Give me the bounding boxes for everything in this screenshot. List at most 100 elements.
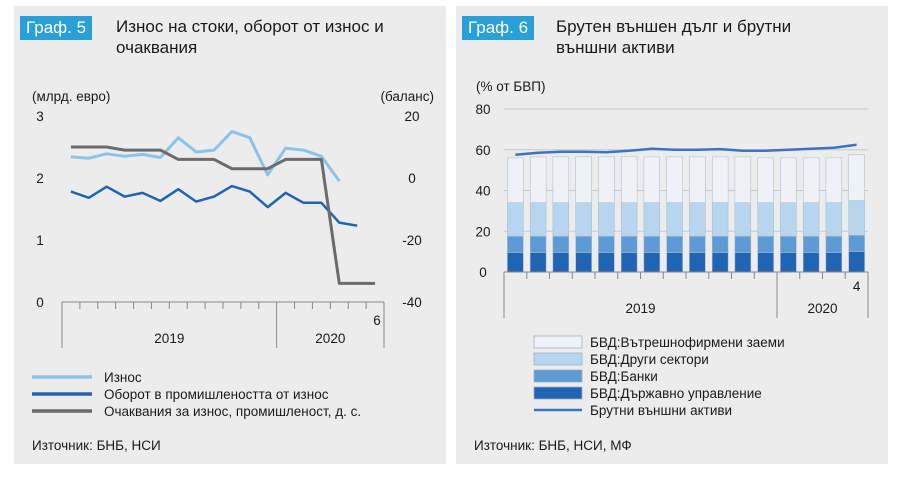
bar-segment [575,156,592,203]
chart-title: Износ на стоки, оборот от износ и очаква… [116,16,384,58]
legend-label: БВД:Вътрешнофирмени заеми [590,335,785,350]
y-tick: 60 [475,143,490,158]
bar-segment [689,202,706,237]
line-chart: (млрд. евро) (баланс) 3 2 1 0 20 0 -20 -40 2019 202… [32,89,434,419]
bar-segment [598,156,615,203]
chart-title: Брутен външен дълг и брутни външни актив… [556,16,791,58]
bar-segment [575,252,592,273]
stacked-bar-chart: (% от БВП) 80 60 40 20 0 2019 2020 4 БВД:Вътрешно… [475,79,869,418]
bar-segment [689,236,706,253]
x-label-period: 6 [373,313,381,328]
legend-label: Оборот в промишлеността от износ [104,387,329,402]
bar-segment [529,252,547,273]
bar-segment [552,156,570,203]
bar-segment [711,156,729,203]
y-tick-right: 0 [408,171,416,186]
legend-label: БВД:Държавно управление [590,386,762,401]
source-note: Източник: БНБ, НСИ [32,438,161,453]
bar-segment [848,235,865,252]
bar-segment [780,252,797,273]
bar-segment [598,236,615,253]
source-note: Източник: БНБ, НСИ, МФ [474,438,632,453]
bar-segment [643,156,661,203]
bar-segment [620,156,638,204]
x-label-year: 2019 [625,301,655,316]
y-axis-left-label: (млрд. евро) [32,89,110,104]
series-line [70,184,358,227]
bar-segment [711,202,729,237]
bar-segment [802,236,820,253]
bar-segment [825,236,843,253]
bar-segment [666,202,683,237]
bar-segment [529,156,547,203]
legend-swatch [533,386,583,400]
bar-segment [643,236,661,253]
chart-title-line: Брутен външен дълг и брутни [556,17,792,36]
bar-segment [643,202,661,237]
bar-segment [757,252,774,273]
x-label-year: 2020 [315,331,345,346]
y-tick-right: -40 [402,295,422,310]
bar-segment [529,236,547,253]
bar-segment [757,202,774,237]
bar-segment [780,157,797,203]
bar-segment [802,202,820,237]
bar-segment [598,252,615,273]
legend-label: БВД:Банки [590,369,658,384]
y-axis-label: (% от БВП) [476,79,545,94]
bar-segment [507,252,524,273]
bar-segment [620,202,638,237]
y-tick: 80 [475,102,490,117]
bar-segment [802,252,820,273]
bar-segment [711,252,729,273]
legend-swatch [533,369,583,383]
y-tick-left: 0 [36,295,44,310]
y-tick-left: 1 [36,233,44,248]
series-line [70,145,376,285]
bar-segment [780,202,797,237]
bar-segment [552,252,570,273]
legend-swatch [533,352,583,366]
y-tick-left: 3 [36,109,44,124]
bar-segment [711,236,729,253]
bar-segment [666,236,683,253]
legend-label: Очаквания за износ, промишленост, д. с. [104,404,361,419]
bar-segment [575,236,592,253]
x-label-period: 4 [853,279,861,294]
bar-segment [757,236,774,253]
y-tick: 20 [475,224,490,239]
y-tick-left: 2 [36,171,44,186]
bar-segment [598,202,615,237]
bar-segment [734,236,752,253]
bar-segment [666,156,683,203]
bar-segment [848,154,865,201]
bar-segment [734,252,752,273]
bar-segment [734,156,752,203]
bar-segment [848,251,865,273]
y-axis-right-label: (баланс) [380,89,434,104]
bar-segment [734,202,752,237]
legend-label: Брутни външни активи [590,403,732,418]
legend-label: БВД:Други сектори [590,352,709,367]
bar-segment [552,202,570,237]
bar-segment [825,202,843,237]
bar-segment [552,236,570,253]
bar-segment [575,202,592,237]
bar-segment [620,252,638,273]
chart-panel-5: Граф. 5 Износ на стоки, оборот от износ … [14,6,446,464]
bar-segment [507,202,524,237]
bar-segment [620,236,638,253]
bar-segment [666,252,683,273]
bar-segment [848,200,865,236]
series-line [70,130,341,182]
y-tick-right: -20 [402,233,422,248]
bar-segment [507,236,524,253]
chart-title-line: очаквания [116,38,198,57]
legend-label: Износ [104,370,142,385]
y-tick: 0 [479,265,487,280]
chart-panel-6: Граф. 6 Брутен външен дълг и брутни външ… [456,6,888,464]
legend-swatch [533,335,583,349]
chart-title-line: Износ на стоки, оборот от износ и [116,17,384,36]
bar-segment [825,252,843,273]
bar-segment [643,252,661,273]
